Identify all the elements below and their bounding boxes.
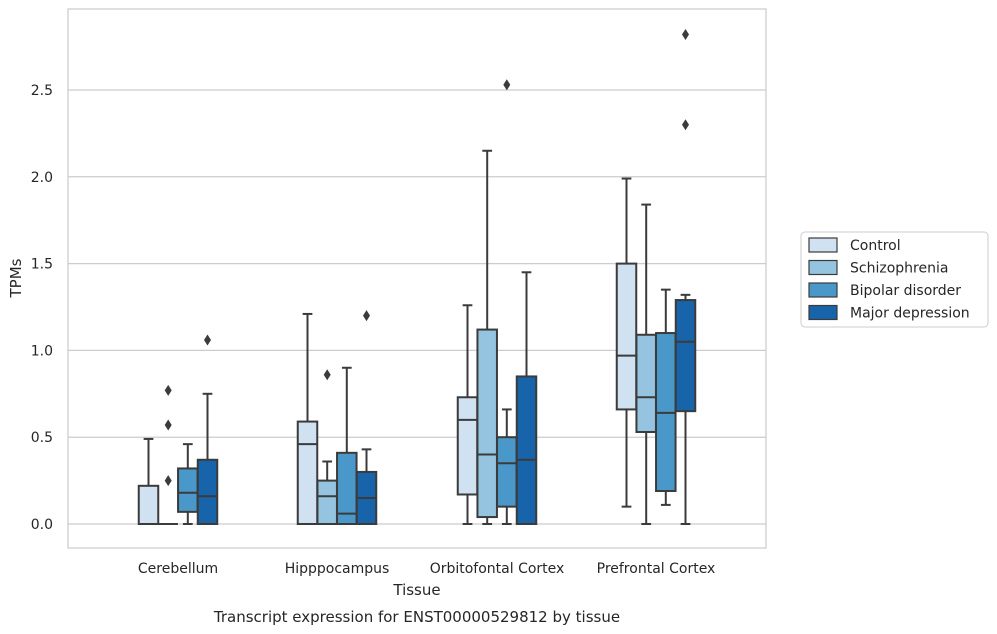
y-axis-ticks: 0.0 0.5 1.0 1.5 2.0 2.5 xyxy=(31,83,53,533)
outlier-point xyxy=(682,119,689,131)
box-3-2 xyxy=(515,271,538,525)
box-2-3 xyxy=(655,288,677,506)
box xyxy=(674,299,697,413)
outlier-point xyxy=(164,475,172,487)
legend-label: Schizophrenia xyxy=(850,261,948,277)
box-2-2 xyxy=(496,79,518,525)
y-tick-label: 1.5 xyxy=(31,257,53,273)
y-tick-label: 1.0 xyxy=(31,343,53,359)
outlier-point xyxy=(323,369,331,381)
y-tick-label: 0.0 xyxy=(31,517,53,533)
box-1-0 xyxy=(158,384,178,525)
plot-frame xyxy=(67,8,767,549)
y-tick-label: 2.0 xyxy=(31,170,53,186)
outlier-point xyxy=(503,79,511,91)
box xyxy=(476,328,498,519)
y-axis-label: TPMs xyxy=(7,258,25,298)
box-0-0 xyxy=(137,437,160,526)
box-3-0 xyxy=(196,334,219,526)
legend-label: Major depression xyxy=(850,306,970,322)
legend-frame xyxy=(800,231,989,328)
box-0-1 xyxy=(296,312,319,525)
box-3-1 xyxy=(355,310,378,526)
box-2-0 xyxy=(177,443,199,525)
box-1-3 xyxy=(635,203,657,525)
box-2-1 xyxy=(336,366,358,526)
outlier-point xyxy=(363,310,370,322)
legend-label: Control xyxy=(850,238,901,254)
outlier-point xyxy=(164,419,172,431)
box-0-2 xyxy=(456,304,479,525)
box xyxy=(615,262,638,411)
outlier-point xyxy=(204,334,211,346)
box xyxy=(316,479,338,526)
boxes xyxy=(137,28,697,526)
y-tick-label: 2.5 xyxy=(31,83,53,99)
box xyxy=(635,333,657,433)
box xyxy=(456,396,479,496)
x-tick-label: Prefrontal Cortex xyxy=(597,561,716,577)
legend-swatch xyxy=(808,304,838,321)
x-tick-label: Hipppocampus xyxy=(285,561,390,577)
chart-title: Transcript expression for ENST0000052981… xyxy=(213,608,620,626)
x-axis-label: Tissue xyxy=(392,581,440,599)
x-axis-ticks: Cerebellum Hipppocampus Orbitofontal Corte… xyxy=(138,561,715,577)
box xyxy=(515,375,538,525)
legend-label: Bipolar disorder xyxy=(850,283,961,299)
legend-swatch xyxy=(808,237,838,253)
legend: Control Schizophrenia Bipolar disorder Majo… xyxy=(800,231,989,328)
box-1-1 xyxy=(316,369,338,526)
box xyxy=(196,458,219,526)
legend-swatch xyxy=(808,259,838,276)
box-0-3 xyxy=(615,177,638,508)
box-1-2 xyxy=(476,149,498,525)
outlier-point xyxy=(164,384,172,396)
box xyxy=(177,467,199,513)
box xyxy=(137,484,160,526)
box xyxy=(496,436,518,508)
legend-swatch xyxy=(808,282,838,298)
box xyxy=(296,420,319,525)
box-3-3 xyxy=(674,28,697,525)
y-tick-label: 0.5 xyxy=(31,430,53,446)
x-tick-label: Cerebellum xyxy=(138,561,218,577)
outlier-point xyxy=(682,28,689,40)
x-tick-label: Orbitofontal Cortex xyxy=(430,561,565,577)
